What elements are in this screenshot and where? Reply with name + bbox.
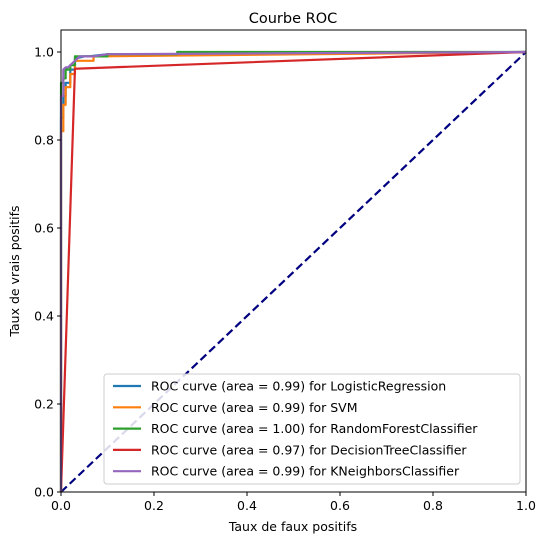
chart-title: Courbe ROC xyxy=(249,11,338,27)
x-axis-label: Taux de faux positifs xyxy=(228,519,357,534)
y-tick-label: 0.4 xyxy=(34,309,54,324)
legend-entry-label: ROC curve (area = 0.99) for LogisticRegr… xyxy=(151,379,446,394)
y-tick-label: 0.0 xyxy=(34,485,54,500)
legend-entry-label: ROC curve (area = 1.00) for RandomForest… xyxy=(151,421,478,436)
legend: ROC curve (area = 0.99) for LogisticRegr… xyxy=(103,373,521,485)
legend-entry-label: ROC curve (area = 0.99) for KNeighborsCl… xyxy=(151,464,460,479)
roc-series-line-4 xyxy=(59,50,527,492)
y-tick-label: 0.8 xyxy=(34,133,54,148)
axes-frame xyxy=(60,29,527,493)
legend-box xyxy=(103,373,521,485)
x-tick-label: 0.8 xyxy=(423,498,443,513)
series-layer xyxy=(59,50,527,493)
x-tick-label: 0.4 xyxy=(237,498,257,513)
x-axis: 0.0 0.2 0.4 0.6 0.8 1.0 xyxy=(51,492,536,513)
x-tick-label: 0.6 xyxy=(330,498,350,513)
y-tick-label: 1.0 xyxy=(34,45,54,60)
legend-entry-label: ROC curve (area = 0.99) for SVM xyxy=(151,400,358,415)
y-axis: 0.0 0.2 0.4 0.6 0.8 1.0 xyxy=(34,45,61,500)
legend-entry-label: ROC curve (area = 0.97) for DecisionTree… xyxy=(151,442,467,457)
plot-area xyxy=(59,29,527,493)
y-axis-label: Taux de vrais positifs xyxy=(7,205,22,337)
x-tick-label: 1.0 xyxy=(516,498,536,513)
roc-series-line-3 xyxy=(59,50,527,493)
x-tick-label: 0.0 xyxy=(51,498,71,513)
diagonal-layer xyxy=(60,51,527,493)
roc-series-line-1 xyxy=(59,50,527,492)
diagonal-reference-line xyxy=(60,51,527,493)
y-tick-label: 0.6 xyxy=(34,221,54,236)
y-tick-label: 0.2 xyxy=(34,397,54,412)
x-tick-label: 0.2 xyxy=(144,498,164,513)
